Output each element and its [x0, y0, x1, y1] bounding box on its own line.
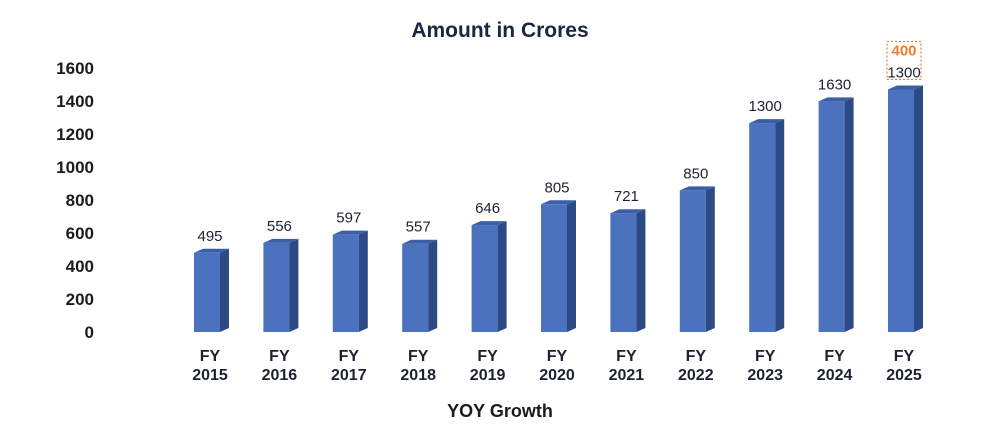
annotation-label: 400 — [891, 42, 916, 59]
x-tick-label-line2: 2025 — [886, 367, 922, 384]
x-tick-label-line1: FY — [269, 348, 290, 365]
y-tick-label: 0 — [85, 323, 94, 342]
bar-front — [888, 89, 914, 332]
bar-side — [775, 119, 785, 332]
bar-front — [332, 234, 359, 332]
bars: 495 556 597 557 646 805 721 850 1300 1630 1300 400 — [194, 40, 923, 332]
bar-front — [818, 101, 845, 332]
y-axis: 0 200 400 600 800 1000 1200 1400 1600 — [56, 59, 94, 342]
y-tick-label: 1200 — [56, 125, 94, 144]
y-tick-label: 400 — [66, 257, 94, 276]
x-tick-label-line1: FY — [200, 348, 221, 365]
bar-top — [610, 209, 646, 214]
bar — [610, 209, 646, 332]
bar — [541, 200, 576, 332]
x-tick-label-line2: 2020 — [539, 367, 575, 384]
data-label: 1630 — [818, 76, 851, 93]
bar — [194, 248, 229, 332]
bar-front — [402, 243, 429, 332]
data-label: 646 — [475, 200, 500, 217]
x-tick-label-line1: FY — [339, 348, 360, 365]
data-label: 597 — [336, 210, 361, 227]
x-tick-label-line1: FY — [547, 348, 568, 365]
chart-title: Amount in Crores — [411, 19, 588, 42]
bar — [402, 239, 438, 332]
x-tick-label-line2: 2023 — [747, 367, 783, 384]
bar — [263, 238, 299, 332]
bar-top — [471, 221, 507, 226]
bar-side — [497, 221, 507, 332]
x-tick-label-line2: 2024 — [817, 367, 853, 384]
x-tick-label-line1: FY — [408, 348, 429, 365]
annotation-box — [886, 40, 922, 81]
bar-top — [679, 186, 715, 191]
x-tick-label-line2: 2015 — [192, 367, 228, 384]
bar-side — [636, 209, 646, 332]
x-tick-label-line1: FY — [824, 348, 845, 365]
bar-side — [220, 248, 229, 332]
bar-top — [402, 239, 438, 244]
data-label: 495 — [197, 228, 222, 245]
bar-side — [428, 239, 438, 332]
bar-top — [749, 119, 785, 124]
y-tick-label: 1400 — [56, 92, 94, 111]
bar — [818, 97, 854, 332]
bar-front — [541, 204, 567, 332]
x-tick-label-line2: 2019 — [470, 367, 506, 384]
bar-front — [471, 225, 498, 332]
bar-side — [289, 238, 299, 332]
bar-side — [567, 200, 576, 332]
data-label: 1300 — [887, 64, 920, 81]
x-tick-label-line1: FY — [755, 348, 776, 365]
x-tick-label-line1: FY — [616, 348, 637, 365]
bar — [332, 230, 368, 332]
bar-front — [194, 252, 220, 332]
bar-top — [818, 97, 854, 102]
y-tick-label: 200 — [66, 290, 94, 309]
y-tick-label: 1000 — [56, 158, 94, 177]
data-label: 556 — [267, 218, 292, 235]
y-tick-label: 800 — [66, 191, 94, 210]
data-label: 1300 — [749, 98, 782, 115]
x-tick-label-line2: 2018 — [400, 367, 436, 384]
bar-front — [749, 123, 776, 332]
data-label: 850 — [683, 165, 708, 182]
x-tick-label-line2: 2021 — [609, 367, 645, 384]
bar — [679, 186, 715, 332]
x-tick-label-line1: FY — [894, 348, 915, 365]
y-tick-label: 1600 — [56, 59, 94, 78]
data-label: 721 — [614, 188, 639, 205]
bar-top — [888, 85, 923, 90]
x-axis: FY 2015 FY 2016 FY 2017 FY 2018 FY 2019 FY 2020 FY 20… — [192, 348, 922, 384]
y-tick-label: 600 — [66, 224, 94, 243]
bar-front — [679, 190, 706, 332]
bar-top — [263, 238, 299, 243]
x-tick-label-line2: 2022 — [678, 367, 714, 384]
x-tick-label-line2: 2016 — [262, 367, 298, 384]
x-tick-label-line2: 2017 — [331, 367, 367, 384]
bar-side — [844, 97, 854, 332]
x-tick-label-line1: FY — [686, 348, 707, 365]
bar-side — [705, 186, 715, 332]
data-label: 557 — [406, 219, 431, 236]
bar — [888, 85, 923, 332]
bar — [749, 119, 785, 332]
x-axis-title: YOY Growth — [447, 401, 553, 421]
bar-top — [194, 248, 229, 253]
bar-front — [263, 242, 290, 332]
bar — [471, 221, 507, 332]
x-tick-label-line1: FY — [477, 348, 498, 365]
data-label: 805 — [544, 179, 569, 196]
bar-top — [332, 230, 368, 235]
bar-side — [358, 230, 368, 332]
bar-front — [610, 213, 637, 332]
bar-top — [541, 200, 576, 205]
bar-side — [914, 85, 923, 332]
